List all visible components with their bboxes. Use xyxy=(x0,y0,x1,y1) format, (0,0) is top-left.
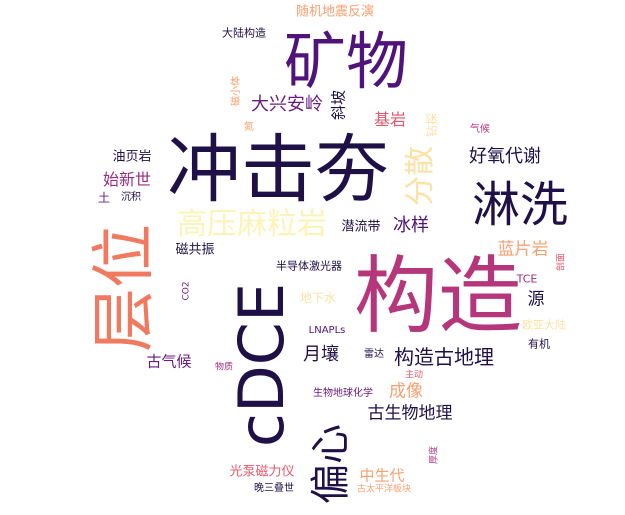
cloud-word: CO2 xyxy=(181,281,192,301)
cloud-word: 中生代 xyxy=(359,466,405,485)
cloud-word: 钻探 xyxy=(425,112,439,138)
cloud-word: 生物地球化学 xyxy=(313,388,373,399)
cloud-word: 好氧代谢 xyxy=(469,146,541,167)
cloud-word: TCE xyxy=(516,272,538,286)
cloud-word: 古太平洋板块 xyxy=(356,484,412,495)
cloud-word: 蓝片岩 xyxy=(497,239,549,260)
cloud-word: 剖面 xyxy=(556,252,567,272)
cloud-word: 晚三叠世 xyxy=(254,483,294,494)
cloud-word: 大陆构造 xyxy=(222,26,266,40)
cloud-word: 冰样 xyxy=(393,215,429,236)
cloud-word: 有机 xyxy=(528,337,550,351)
cloud-word: 层位 xyxy=(88,224,162,352)
cloud-word: 地下水 xyxy=(299,291,337,305)
cloud-word: 雷达 xyxy=(364,349,384,360)
cloud-word: 成像 xyxy=(389,381,423,402)
cloud-word: 随机地震反演 xyxy=(295,4,375,20)
cloud-word: 油页岩 xyxy=(112,149,152,165)
cloud-word: 古生物地理 xyxy=(367,403,453,424)
cloud-word: 构造 xyxy=(353,247,523,345)
cloud-word: 源 xyxy=(527,289,545,310)
cloud-word: LNAPLs xyxy=(308,325,346,336)
cloud-word: 主动 xyxy=(404,370,424,381)
cloud-word: 厚度 xyxy=(429,445,440,465)
cloud-word: 基岩 xyxy=(373,110,407,129)
cloud-word: 物质 xyxy=(214,362,234,373)
cloud-word: 古气候 xyxy=(146,352,192,371)
cloud-word: 冲击夯 xyxy=(167,127,389,213)
cloud-word: 构造古地理 xyxy=(394,345,494,369)
cloud-word: 半导体激光器 xyxy=(276,259,342,273)
cloud-word: 偏心 xyxy=(308,424,354,504)
cloud-word: 斜坡 xyxy=(329,89,348,121)
cloud-word: 高压麻粒岩 xyxy=(177,207,327,242)
cloud-word: 月壤 xyxy=(303,344,339,365)
cloud-word: 潜流带 xyxy=(341,219,381,235)
cloud-word: 分散 xyxy=(403,146,438,206)
cloud-word: 磁小体 xyxy=(231,76,242,106)
cloud-word: cDCE xyxy=(225,282,298,448)
cloud-word: 氮 xyxy=(244,122,254,133)
cloud-word: 大兴安岭 xyxy=(251,94,323,115)
cloud-word: 欧亚大陆 xyxy=(522,318,566,332)
cloud-word: 沉积 xyxy=(121,192,141,203)
cloud-word: 磁共振 xyxy=(175,242,215,258)
cloud-word: 光泵磁力仪 xyxy=(229,464,295,480)
cloud-word: 矿物 xyxy=(283,25,409,98)
cloud-word: 土 xyxy=(97,191,111,205)
cloud-word: 气候 xyxy=(470,124,490,135)
cloud-word: 淋洗 xyxy=(471,177,569,233)
cloud-word: 始新世 xyxy=(102,170,152,189)
